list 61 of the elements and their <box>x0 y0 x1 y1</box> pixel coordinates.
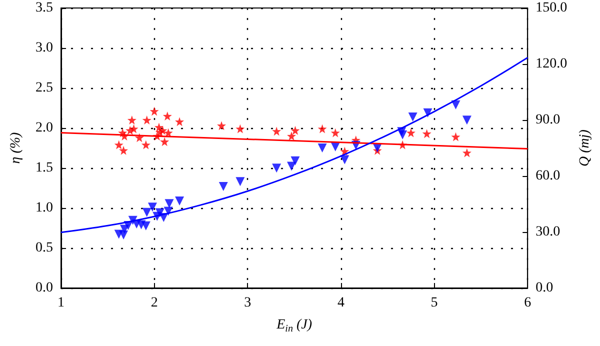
point <box>158 126 168 135</box>
x-tick-label: 4 <box>337 296 344 310</box>
point <box>129 124 138 134</box>
y2-tick-label: 60.0 <box>536 168 560 184</box>
point <box>142 116 152 124</box>
point <box>318 144 327 152</box>
y-tick-label: 1.0 <box>36 200 53 216</box>
point <box>408 112 418 122</box>
point <box>330 128 340 138</box>
point <box>217 121 226 130</box>
point <box>272 126 282 136</box>
y-tick-label: 1.5 <box>36 160 53 176</box>
point <box>462 116 472 125</box>
point <box>114 140 124 150</box>
point <box>236 177 245 186</box>
y-tick-label: 2.5 <box>36 80 53 96</box>
y-tick-label: 2.0 <box>36 120 53 136</box>
point <box>451 132 460 142</box>
point <box>398 130 408 140</box>
point <box>290 126 300 135</box>
point <box>422 129 432 138</box>
point <box>218 182 228 191</box>
point <box>160 137 170 146</box>
x-tick-label: 5 <box>430 296 438 310</box>
point <box>287 132 296 140</box>
y-tick-label: 3.0 <box>36 40 53 56</box>
line-series <box>60 56 528 234</box>
y2-tick-label: 150.0 <box>536 0 568 16</box>
y2-tick-label: 90.0 <box>536 112 560 128</box>
point <box>134 133 144 142</box>
x-tick-label: 2 <box>150 296 158 310</box>
point <box>164 199 174 208</box>
point <box>175 196 184 206</box>
point <box>119 146 128 155</box>
point <box>162 112 172 120</box>
y-axis-title: η (%) <box>8 132 24 164</box>
point <box>142 208 152 217</box>
y2-axis-title: Q (mj) <box>578 129 592 166</box>
x-tick-label: 1 <box>58 296 64 310</box>
y2-tick-label: 120.0 <box>536 56 568 72</box>
x-tick-label: 6 <box>524 296 532 310</box>
point <box>462 148 472 158</box>
point <box>406 128 416 138</box>
point <box>236 124 245 134</box>
point <box>287 162 296 171</box>
point <box>141 221 150 230</box>
y-tick-label: 3.5 <box>36 0 53 16</box>
point <box>272 164 282 173</box>
y2-tick-label: 0.0 <box>536 280 554 296</box>
y2-tick-label: 30.0 <box>536 224 560 240</box>
point <box>175 117 184 126</box>
point <box>150 106 159 116</box>
point <box>290 156 300 166</box>
x-tick-label: 3 <box>244 296 252 310</box>
point <box>318 124 327 134</box>
y-tick-label: 0.0 <box>36 280 53 296</box>
y-tick-label: 0.5 <box>36 240 53 256</box>
point <box>141 140 150 150</box>
point <box>127 116 136 124</box>
point <box>164 128 173 138</box>
point <box>148 202 157 212</box>
